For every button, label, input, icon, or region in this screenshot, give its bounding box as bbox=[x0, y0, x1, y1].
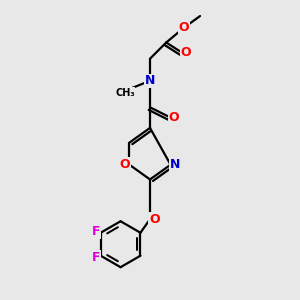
Text: O: O bbox=[169, 111, 179, 124]
Text: O: O bbox=[178, 21, 189, 34]
Text: O: O bbox=[181, 46, 191, 59]
Text: O: O bbox=[149, 213, 160, 226]
Text: N: N bbox=[145, 74, 155, 87]
Text: CH₃: CH₃ bbox=[115, 88, 135, 98]
Text: F: F bbox=[92, 225, 100, 238]
Text: N: N bbox=[170, 158, 180, 171]
Text: O: O bbox=[120, 158, 130, 171]
Text: F: F bbox=[92, 251, 100, 264]
